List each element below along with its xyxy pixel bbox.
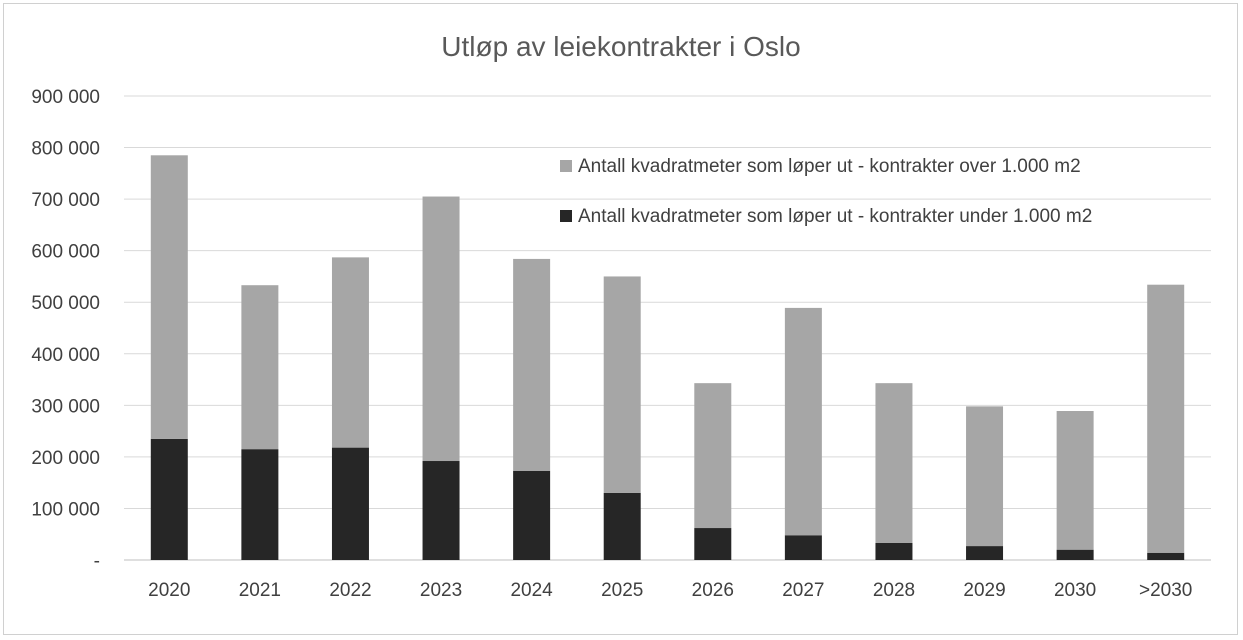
bars [150,155,1185,560]
bar-over-1000 [150,155,188,439]
y-tick-label: 100 000 [31,499,100,520]
x-tick-label: >2030 [1139,580,1192,601]
y-axis-tick-labels: - 100 000 200 000 300 000 400 000 500 000 600 … [31,87,100,572]
x-tick-label: 2025 [601,580,643,601]
bar-over-1000 [784,307,822,536]
y-tick-label: 800 000 [31,139,100,160]
bar-under-1000 [966,546,1004,560]
legend: Antall kvadratmeter som løper ut - kontr… [560,156,1092,227]
x-tick-label: 2024 [510,580,553,601]
bar-over-1000 [241,285,279,450]
gridlines [124,95,1211,561]
bar-under-1000 [422,461,460,560]
bar-under-1000 [331,447,369,560]
x-tick-label: 2026 [692,580,734,601]
x-tick-label: 2023 [420,580,462,601]
bar-under-1000 [1056,549,1094,560]
bar-under-1000 [603,492,641,560]
x-tick-label: 2021 [239,580,281,601]
bar-under-1000 [150,438,188,560]
legend-swatch [560,160,572,172]
x-tick-label: 2022 [329,580,371,601]
y-tick-label: 500 000 [31,293,100,314]
bar-over-1000 [1147,284,1185,553]
chart-title: Utløp av leiekontrakter i Oslo [441,31,800,62]
bar-over-1000 [1056,411,1094,550]
bar-under-1000 [513,470,551,560]
legend-swatch [560,210,572,222]
bar-over-1000 [603,276,641,493]
x-axis-tick-labels: 2020 2021 2022 2023 2024 2025 2026 2027 2028 2029… [148,580,1192,601]
bar-under-1000 [1147,552,1185,560]
x-tick-label: 2028 [873,580,915,601]
legend-label: Antall kvadratmeter som løper ut - kontr… [578,206,1092,227]
bar-over-1000 [966,406,1004,547]
bar-over-1000 [694,383,732,529]
legend-label: Antall kvadratmeter som løper ut - kontr… [578,156,1081,177]
bar-over-1000 [422,196,460,462]
y-tick-label: 300 000 [31,396,100,417]
bar-under-1000 [241,449,279,560]
bar-over-1000 [875,383,913,543]
y-tick-label: 900 000 [31,87,100,108]
bar-under-1000 [784,535,822,560]
bar-under-1000 [694,528,732,560]
x-tick-label: 2029 [963,580,1005,601]
bar-over-1000 [513,258,551,471]
x-tick-label: 2030 [1054,580,1096,601]
y-tick-label: 600 000 [31,242,100,263]
y-tick-label: 700 000 [31,190,100,211]
bar-over-1000 [331,257,369,448]
y-tick-label: 400 000 [31,345,100,366]
x-tick-label: 2020 [148,580,190,601]
y-tick-label: 200 000 [31,448,100,469]
y-tick-label: - [94,551,100,572]
x-tick-label: 2027 [782,580,824,601]
bar-under-1000 [875,542,913,560]
